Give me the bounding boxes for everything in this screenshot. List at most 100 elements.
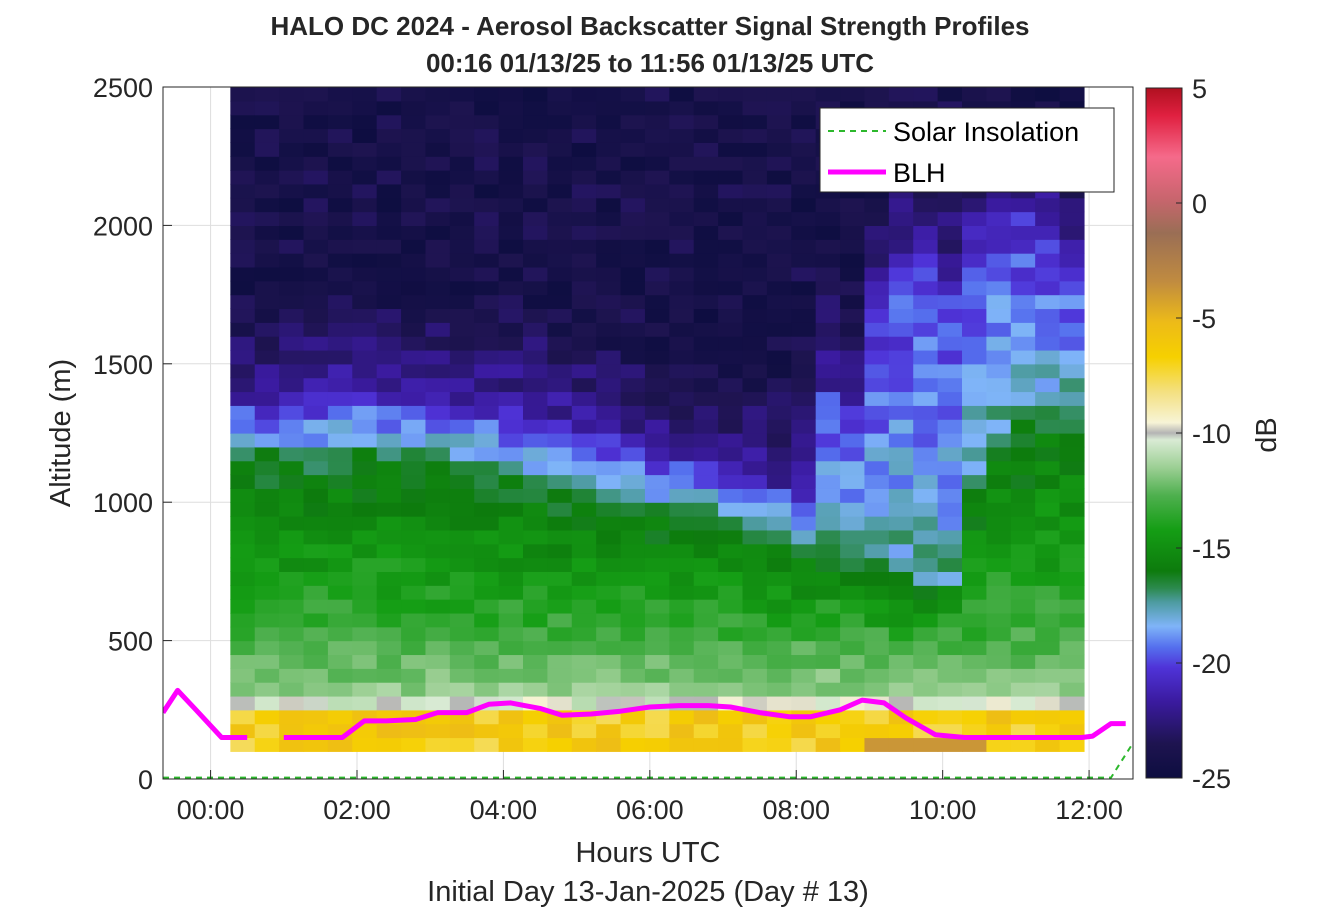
heatmap-cell bbox=[718, 585, 744, 600]
heatmap-cell bbox=[620, 474, 646, 489]
heatmap-cell bbox=[303, 100, 329, 116]
heatmap-cell bbox=[449, 100, 475, 116]
heatmap-cell bbox=[230, 682, 256, 697]
heatmap-cell bbox=[669, 516, 695, 531]
heatmap-cell bbox=[913, 391, 939, 406]
heatmap-cell bbox=[693, 709, 719, 725]
heatmap-cell bbox=[1010, 280, 1036, 296]
heatmap-cell bbox=[888, 529, 914, 545]
heatmap-cell bbox=[815, 474, 841, 489]
heatmap-cell bbox=[254, 419, 280, 434]
heatmap-cell bbox=[913, 571, 939, 586]
heatmap-cell bbox=[669, 488, 695, 503]
heatmap-cell bbox=[523, 502, 548, 517]
heatmap-cell bbox=[1010, 640, 1036, 656]
heatmap-cell bbox=[547, 585, 573, 600]
heatmap-cell bbox=[888, 87, 914, 102]
heatmap-cell bbox=[547, 599, 573, 614]
heatmap-cell bbox=[888, 336, 914, 351]
heatmap-cell bbox=[693, 405, 719, 420]
heatmap-cell bbox=[888, 585, 914, 600]
heatmap-cell bbox=[376, 585, 402, 600]
heatmap-cell bbox=[596, 682, 622, 697]
heatmap-cell bbox=[962, 336, 987, 351]
heatmap-cell bbox=[742, 737, 768, 752]
heatmap-cell bbox=[571, 87, 597, 102]
x-axis-ticks: 00:00 02:00 04:00 06:00 08:00 10:00 12:00 bbox=[177, 770, 1123, 825]
heatmap-cell bbox=[669, 128, 695, 143]
heatmap-cell bbox=[523, 266, 548, 282]
heatmap-cell bbox=[327, 363, 353, 379]
heatmap-cell bbox=[644, 682, 670, 697]
heatmap-cell bbox=[718, 543, 744, 559]
heatmap-cell bbox=[303, 585, 329, 600]
heatmap-cell bbox=[254, 488, 280, 503]
heatmap-cell bbox=[718, 156, 744, 171]
heatmap-cell bbox=[474, 349, 500, 365]
heatmap-cell bbox=[620, 405, 646, 420]
heatmap-cell bbox=[937, 405, 963, 420]
heatmap-cell bbox=[791, 280, 817, 296]
heatmap-cell bbox=[913, 433, 939, 448]
heatmap-cell bbox=[327, 612, 353, 628]
heatmap-cell bbox=[840, 225, 866, 240]
heatmap-cell bbox=[1010, 626, 1036, 642]
heatmap-cell bbox=[644, 474, 670, 489]
heatmap-cell bbox=[1035, 695, 1061, 711]
heatmap-cell bbox=[718, 529, 744, 545]
heatmap-cell bbox=[693, 377, 719, 393]
heatmap-cell bbox=[254, 391, 280, 406]
heatmap-cell bbox=[986, 239, 1012, 254]
heatmap-cell bbox=[693, 211, 719, 226]
heatmap-cell bbox=[303, 156, 329, 171]
heatmap-cell bbox=[669, 571, 695, 586]
heatmap-cell bbox=[498, 114, 524, 130]
heatmap-cell bbox=[718, 668, 744, 683]
heatmap-cell bbox=[401, 419, 427, 434]
heatmap-cell bbox=[254, 294, 280, 310]
heatmap-cell bbox=[1035, 405, 1061, 420]
heatmap-cell bbox=[303, 114, 329, 130]
heatmap-cell bbox=[742, 640, 768, 656]
heatmap-cell bbox=[888, 211, 914, 226]
heatmap-cell bbox=[1035, 446, 1061, 462]
heatmap-cell bbox=[523, 377, 548, 393]
heatmap-cell bbox=[425, 225, 451, 240]
heatmap-cell bbox=[279, 239, 305, 254]
heatmap-cell bbox=[1010, 668, 1036, 683]
heatmap-cell bbox=[693, 626, 719, 642]
heatmap-cell bbox=[669, 391, 695, 406]
heatmap-cell bbox=[840, 433, 866, 448]
heatmap-cell bbox=[498, 363, 524, 379]
heatmap-cell bbox=[425, 197, 451, 213]
heatmap-cell bbox=[230, 419, 256, 434]
heatmap-cell bbox=[1035, 336, 1061, 351]
heatmap-cell bbox=[913, 557, 939, 572]
x-axis-sublabel: Initial Day 13-Jan-2025 (Day # 13) bbox=[427, 876, 869, 908]
heatmap-cell bbox=[401, 280, 427, 296]
heatmap-cell bbox=[596, 87, 622, 102]
heatmap-cell bbox=[547, 280, 573, 296]
heatmap-cell bbox=[693, 87, 719, 102]
heatmap-cell bbox=[279, 363, 305, 379]
heatmap-cell bbox=[1010, 239, 1036, 254]
heatmap-cell bbox=[888, 557, 914, 572]
heatmap-cell bbox=[620, 363, 646, 379]
heatmap-cell bbox=[327, 211, 353, 226]
heatmap-cell bbox=[962, 239, 987, 254]
heatmap-cell bbox=[474, 225, 500, 240]
heatmap-cell bbox=[864, 446, 890, 462]
heatmap-cell bbox=[279, 294, 305, 310]
heatmap-cell bbox=[791, 529, 817, 545]
heatmap-cell bbox=[498, 640, 524, 656]
heatmap-cell bbox=[352, 349, 378, 365]
heatmap-cell bbox=[449, 197, 475, 213]
heatmap-cell bbox=[279, 142, 305, 157]
heatmap-cell bbox=[279, 516, 305, 531]
heatmap-cell bbox=[279, 114, 305, 130]
heatmap-cell bbox=[913, 308, 939, 323]
heatmap-cell bbox=[766, 294, 792, 310]
heatmap-cell bbox=[766, 211, 792, 226]
heatmap-cell bbox=[913, 626, 939, 642]
heatmap-cell bbox=[254, 170, 280, 185]
